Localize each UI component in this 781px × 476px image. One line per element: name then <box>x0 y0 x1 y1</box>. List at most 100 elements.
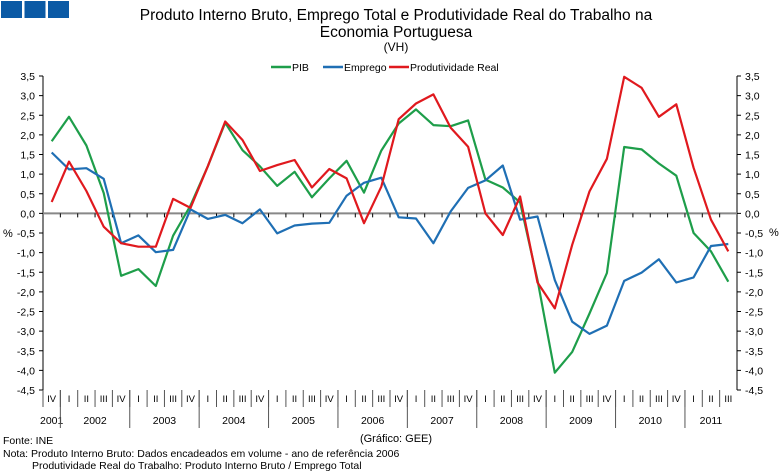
year-label: 2009 <box>569 415 593 427</box>
quarter-label: I <box>276 394 279 405</box>
y-tick-label-right: 3,0 <box>745 91 760 103</box>
quarter-label: I <box>345 394 348 405</box>
quarter-label: IV <box>533 394 543 405</box>
y-tick-label-left: 3,0 <box>20 91 35 103</box>
y-tick-label-left: -4,5 <box>17 385 35 397</box>
year-label: 2010 <box>639 415 663 427</box>
year-label: 2001 <box>40 415 64 427</box>
y-tick-label-left: -1,0 <box>17 248 35 260</box>
y-tick-label-left: -3,0 <box>17 326 35 338</box>
quarter-label: IV <box>394 394 404 405</box>
quarter-label: II <box>153 394 158 405</box>
y-tick-label-right: -4,5 <box>745 385 763 397</box>
series-lines <box>50 75 730 374</box>
quarter-label: III <box>586 394 594 405</box>
quarter-label: III <box>516 394 524 405</box>
quarter-label: I <box>554 394 557 405</box>
year-label: 2002 <box>83 415 107 427</box>
series-line-pib <box>50 108 730 374</box>
y-tick-label-left: 2,0 <box>20 130 35 142</box>
y-tick-label-right: -2,5 <box>745 307 763 319</box>
quarter-label: IV <box>255 394 265 405</box>
chart-title-line-2: Economia Portuguesa <box>320 24 473 41</box>
quarter-label: I <box>137 394 140 405</box>
quarter-label: I <box>484 394 487 405</box>
legend-label: Emprego <box>344 62 387 74</box>
logo-block <box>48 1 69 18</box>
quarter-label: III <box>100 394 108 405</box>
y-axis-label-left: % <box>3 228 13 240</box>
quarter-label: I <box>415 394 418 405</box>
y-tick-label-left: 2,5 <box>20 110 35 122</box>
year-label: 2011 <box>700 415 723 427</box>
quarter-label: III <box>655 394 663 405</box>
quarter-label: I <box>623 394 626 405</box>
legend-label: PIB <box>292 62 309 74</box>
y-tick-label-left: -0,5 <box>17 228 35 240</box>
quarter-label: IV <box>325 394 335 405</box>
y-tick-label-right: 1,0 <box>745 169 760 181</box>
series-line-produtividade-real <box>50 75 730 310</box>
quarter-label: III <box>308 394 316 405</box>
y-tick-label-left: -2,5 <box>17 307 35 319</box>
y-tick-label-left: 0,5 <box>20 189 35 201</box>
year-label: 2007 <box>430 415 454 427</box>
quarter-label: III <box>724 394 732 405</box>
y-tick-label-right: -3,0 <box>745 326 763 338</box>
quarter-label: II <box>361 394 366 405</box>
year-label: 2003 <box>153 415 177 427</box>
year-label: 2005 <box>292 415 316 427</box>
chart-credit: (Gráfico: GEE) <box>360 433 432 445</box>
y-tick-label-left: 1,0 <box>20 169 35 181</box>
y-tick-label-right: -1,5 <box>745 267 763 279</box>
source-note: Fonte: INE <box>3 435 53 447</box>
y-tick-label-left: -1,5 <box>17 267 35 279</box>
y-tick-label-right: -1,0 <box>745 248 763 260</box>
footnote-1: Nota: Produto Interno Bruto: Dados encad… <box>3 448 399 460</box>
quarter-label: I <box>207 394 210 405</box>
quarter-label: III <box>239 394 247 405</box>
quarter-label: II <box>500 394 505 405</box>
y-tick-label-right: 3,5 <box>745 71 760 83</box>
year-label: 2004 <box>222 415 246 427</box>
quarter-label: IV <box>464 394 474 405</box>
y-tick-label-right: 0,0 <box>745 208 760 220</box>
quarter-label: II <box>223 394 228 405</box>
quarter-label: IV <box>117 394 127 405</box>
quarter-label: I <box>692 394 695 405</box>
series-line-emprego <box>50 151 729 335</box>
year-label: 2006 <box>361 415 385 427</box>
quarter-label: IV <box>602 394 612 405</box>
quarter-label: II <box>639 394 644 405</box>
quarter-label: II <box>708 394 713 405</box>
quarter-label: I <box>68 394 71 405</box>
y-tick-label-right: -0,5 <box>745 228 763 240</box>
logo-block <box>1 1 22 18</box>
logo <box>1 1 69 18</box>
y-tick-label-left: 0,0 <box>20 208 35 220</box>
quarter-label: III <box>169 394 177 405</box>
quarter-label: III <box>377 394 385 405</box>
legend-label: Produtividade Real <box>410 62 499 74</box>
chart-subtitle: (VH) <box>384 40 409 54</box>
y-tick-label-right: 1,5 <box>745 150 760 162</box>
quarter-label: II <box>570 394 575 405</box>
quarter-label: III <box>447 394 455 405</box>
y-tick-label-right: 2,5 <box>745 110 760 122</box>
y-axis-label-right: % <box>769 227 779 239</box>
y-tick-label-left: 3,5 <box>20 71 35 83</box>
y-tick-label-right: 2,0 <box>745 130 760 142</box>
y-tick-label-right: -4,0 <box>745 365 763 377</box>
year-label: 2008 <box>500 415 524 427</box>
y-tick-label-left: 1,5 <box>20 150 35 162</box>
y-tick-label-left: -4,0 <box>17 365 35 377</box>
y-tick-label-left: -2,0 <box>17 287 35 299</box>
y-tick-label-right: -3,5 <box>745 346 763 358</box>
x-axis: IV I II III IV I II III IV I II III IV I II III IV I II III… <box>40 390 732 428</box>
y-tick-label-left: -3,5 <box>17 346 35 358</box>
logo-block <box>24 1 46 18</box>
y-tick-label-right: 0,5 <box>745 189 760 201</box>
footnote-2: Produtividade Real do Trabalho: Produto … <box>32 460 362 472</box>
quarter-label: II <box>431 394 436 405</box>
